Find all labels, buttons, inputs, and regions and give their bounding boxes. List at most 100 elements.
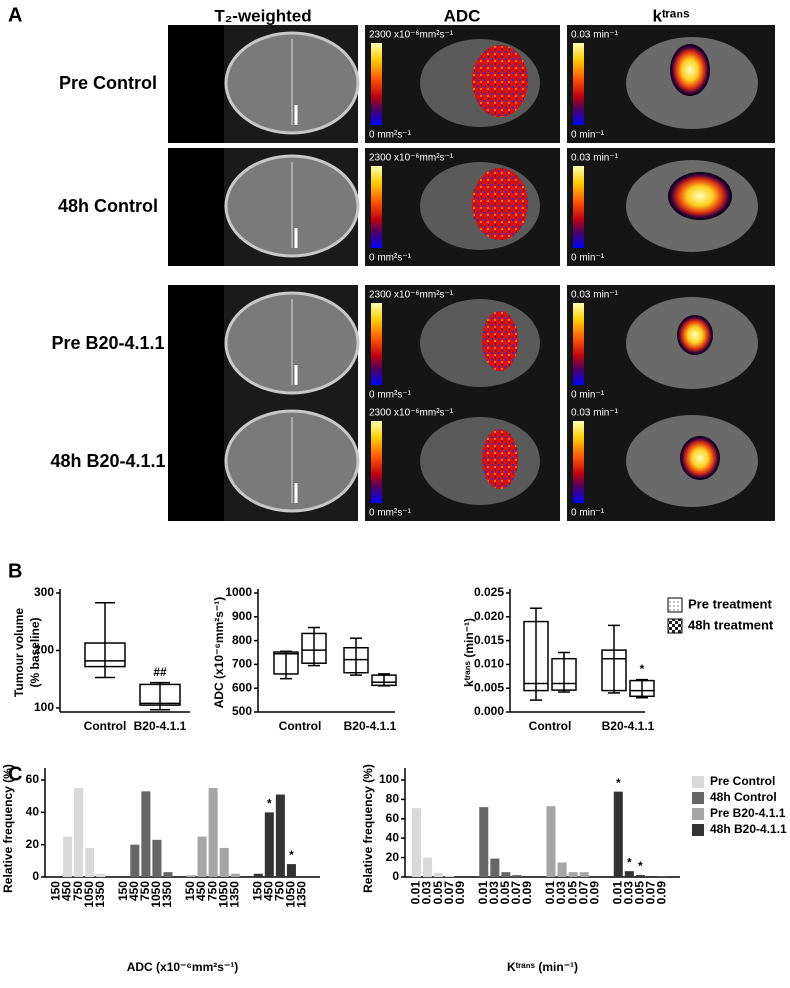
box (84, 642, 126, 668)
y-tick-label: 900 (232, 609, 252, 623)
legend-label: 48h B20-4.1.1 (710, 822, 787, 836)
box (301, 632, 327, 664)
y-tick-label: 0.025 (474, 585, 504, 599)
bar (546, 806, 556, 877)
y-tick-label: 40 (26, 805, 40, 819)
scale-max: 2300 x10⁻⁶mm²s⁻¹ (369, 153, 454, 164)
x-tick-label: 0.03 (554, 881, 568, 905)
bar (646, 876, 656, 877)
scale-max: 2300 x10⁻⁶mm²s⁻¹ (369, 408, 454, 419)
scale-min: 0 min⁻¹ (571, 508, 605, 519)
x-tick-label: 0.03 (621, 881, 635, 905)
annotation: * (616, 776, 621, 790)
x-tick-label: 450 (60, 881, 74, 901)
mri-edge (168, 25, 224, 143)
x-tick-label: 150 (116, 881, 130, 901)
annotation: * (640, 662, 645, 676)
x-tick-label: 0.05 (431, 881, 445, 905)
y-tick-label: 300 (34, 585, 54, 599)
legend-label: Pre Control (710, 774, 775, 788)
y-tick-label: 0.000 (474, 704, 504, 718)
adc-map (482, 311, 518, 371)
x-tick-label: 0.09 (520, 881, 534, 905)
y-tick-label: 0.010 (474, 657, 504, 671)
column-header: kᵗʳᵃⁿˢ (653, 6, 690, 25)
colorbar (573, 303, 584, 385)
scale-max: 0.03 min⁻¹ (571, 290, 619, 301)
colorbar (371, 303, 382, 385)
colorbar (371, 43, 382, 125)
row-label: 48h Control (58, 196, 158, 216)
box (371, 674, 397, 687)
bar (479, 807, 489, 877)
bar (624, 871, 634, 877)
x-tick-label: 0.07 (644, 881, 658, 905)
bar (568, 872, 578, 877)
scale-max: 2300 x10⁻⁶mm²s⁻¹ (369, 290, 454, 301)
x-tick-label: 0.07 (509, 881, 523, 905)
x-tick-label: 1050 (149, 881, 163, 908)
box (601, 649, 627, 692)
y-tick-label: 0.020 (474, 609, 504, 623)
y-tick-label: 0 (392, 869, 399, 883)
mri-edge (168, 148, 224, 266)
x-tick-label: Control (279, 719, 322, 733)
bar (253, 873, 263, 877)
bar (512, 875, 522, 877)
x-tick-label: 1050 (216, 881, 230, 908)
x-tick-label: 1050 (82, 881, 96, 908)
y-axis-label: kᵗʳᵃⁿˢ (min⁻¹) (462, 618, 476, 687)
row-label: Pre Control (59, 73, 157, 93)
box (139, 683, 181, 706)
x-tick-label: 0.01 (610, 881, 624, 905)
x-tick-label: 0.01 (476, 881, 490, 905)
y-axis-label: Tumour volume (12, 608, 26, 697)
column-header: T₂-weighted (214, 6, 311, 25)
x-axis-label: Kᵗʳᵃⁿˢ (min⁻¹) (507, 960, 578, 974)
y-tick-label: 100 (379, 772, 399, 786)
row-label: Pre B20-4.1.1 (51, 333, 164, 353)
y-tick-label: 500 (232, 704, 252, 718)
x-tick-label: 750 (205, 881, 219, 901)
scale-min: 0 mm²s⁻¹ (369, 390, 412, 401)
bar (264, 812, 274, 877)
x-tick-label: 0.07 (576, 881, 590, 905)
bar (501, 872, 511, 877)
bar (96, 873, 106, 877)
x-tick-label: Control (529, 719, 572, 733)
mri-edge (168, 285, 224, 403)
column-header: ADC (444, 6, 481, 25)
x-tick-label: 150 (250, 881, 264, 901)
scale-max: 0.03 min⁻¹ (571, 153, 619, 164)
x-tick-label: 0.09 (655, 881, 669, 905)
x-tick-label: 750 (138, 881, 152, 901)
scale-min: 0 mm²s⁻¹ (369, 130, 412, 141)
scale-max: 0.03 min⁻¹ (571, 30, 619, 41)
x-tick-label: 1350 (227, 881, 241, 908)
x-tick-label: 450 (261, 881, 275, 901)
annotation: * (638, 859, 643, 873)
legend-label: 48h treatment (688, 617, 774, 632)
y-tick-label: 800 (232, 633, 252, 647)
y-axis-label: Relative frequency (%) (1, 764, 15, 893)
bar (219, 847, 229, 877)
legend-label: Pre B20-4.1.1 (710, 806, 786, 820)
y-tick-label: 80 (386, 792, 400, 806)
x-tick-label: 0.09 (453, 881, 467, 905)
x-tick-label: Control (84, 719, 127, 733)
box (551, 657, 577, 691)
legend-label: Pre treatment (688, 596, 772, 611)
y-tick-label: 20 (386, 850, 400, 864)
bar (579, 872, 589, 877)
x-tick-label: 0.01 (543, 881, 557, 905)
bar (490, 858, 500, 877)
bar (635, 875, 645, 877)
brain (420, 299, 540, 387)
bar (423, 857, 433, 877)
scale-max: 0.03 min⁻¹ (571, 408, 619, 419)
x-tick-label: 1050 (284, 881, 298, 908)
ktrans-map (670, 44, 710, 96)
bar (130, 844, 140, 877)
bar (85, 847, 95, 877)
